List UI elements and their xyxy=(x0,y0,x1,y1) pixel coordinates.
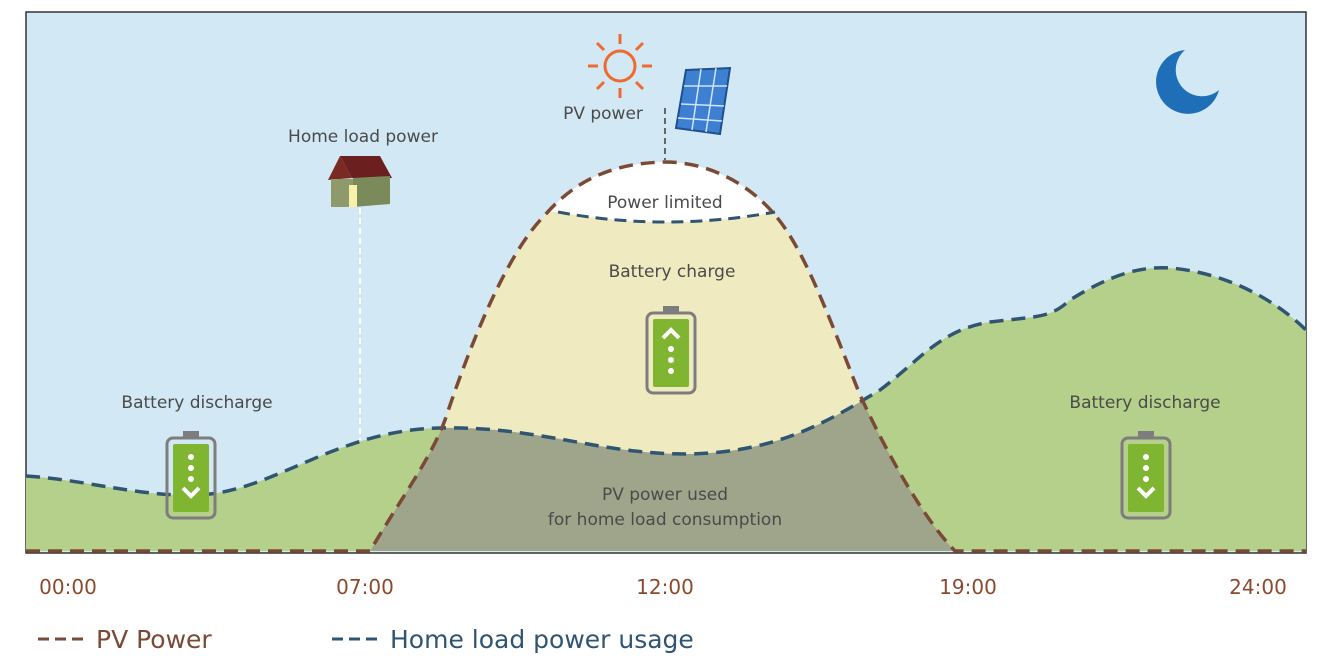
label: Battery discharge xyxy=(121,393,272,413)
label: Battery charge xyxy=(609,262,736,282)
time-label: 07:00 xyxy=(336,575,394,599)
legend: PV Power Home load power usage xyxy=(38,625,694,654)
time-label: 12:00 xyxy=(636,575,694,599)
label: PV power xyxy=(563,104,643,124)
time-axis: 00:00 07:00 12:00 19:00 24:00 xyxy=(39,575,1287,599)
legend-label: PV Power xyxy=(96,625,212,654)
label: Battery discharge xyxy=(1069,393,1220,413)
label: Power limited xyxy=(607,193,722,213)
time-label: 00:00 xyxy=(39,575,97,599)
time-label: 24:00 xyxy=(1229,575,1287,599)
diagram: PV power Home load power Power limited B… xyxy=(0,0,1322,656)
label: PV power used xyxy=(602,485,728,505)
legend-label: Home load power usage xyxy=(390,625,694,654)
label: Home load power xyxy=(288,127,438,147)
solar-panel xyxy=(676,68,730,134)
house xyxy=(328,156,392,207)
label: for home load consumption xyxy=(548,510,782,530)
time-label: 19:00 xyxy=(939,575,997,599)
